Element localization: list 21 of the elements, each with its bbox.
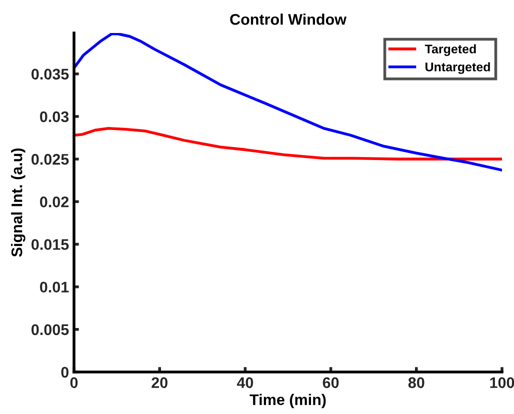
y-axis-title: Signal Int. (a.u) bbox=[11, 148, 26, 257]
line-series bbox=[74, 127, 502, 160]
y-tick-label: 0.015 bbox=[32, 239, 69, 250]
x-tick-label: 40 bbox=[236, 377, 254, 388]
x-axis-title: Time (min) bbox=[250, 394, 326, 408]
x-tick-label: 60 bbox=[322, 377, 339, 388]
x-tick-label: 20 bbox=[152, 377, 168, 388]
y-tick-label: 0 bbox=[61, 366, 69, 378]
y-tick-label: 0.01 bbox=[40, 282, 69, 293]
x-tick-label: 80 bbox=[408, 377, 424, 388]
y-tick-label: 0.035 bbox=[32, 68, 69, 80]
y-tick-label: 0.02 bbox=[40, 196, 69, 208]
x-tick-label: 0 bbox=[70, 377, 78, 388]
legend-label: Targeted bbox=[424, 44, 476, 56]
y-tick-label: 0.005 bbox=[32, 324, 69, 336]
line-series bbox=[74, 33, 502, 172]
y-tick-label: 0.03 bbox=[40, 111, 69, 122]
x-tick-label: 100 bbox=[490, 377, 514, 388]
y-tick-label: 0.025 bbox=[32, 154, 69, 165]
chart-title: Control Window bbox=[230, 14, 347, 25]
legend-label: Untargeted bbox=[426, 62, 490, 74]
